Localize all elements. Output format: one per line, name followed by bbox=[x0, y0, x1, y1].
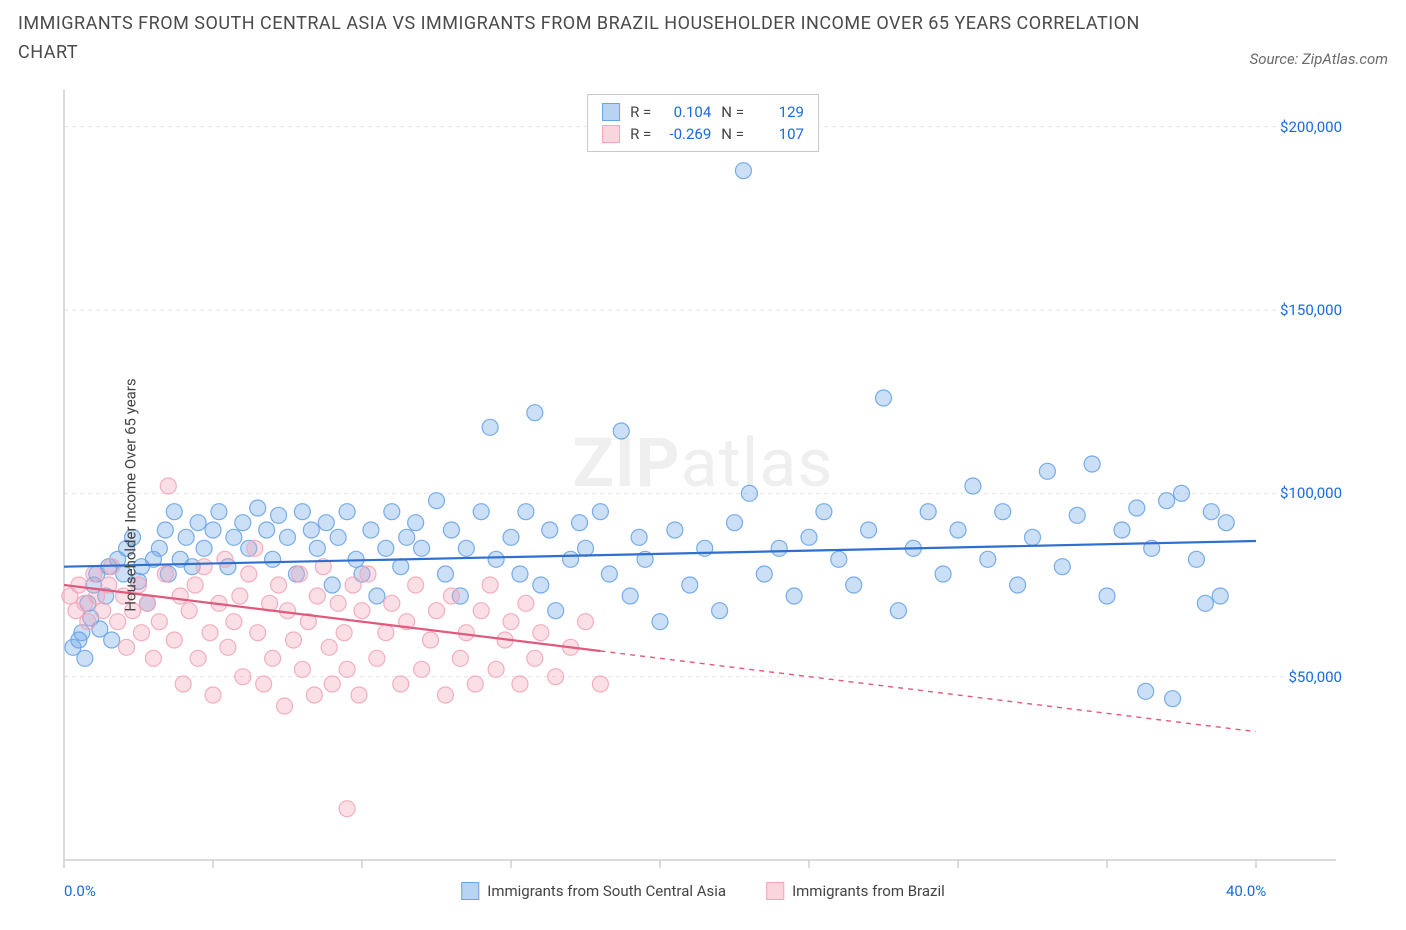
y-tick-label: $150,000 bbox=[1280, 301, 1342, 319]
legend-stats-row: R =0.104 N =129 bbox=[602, 101, 804, 123]
chart-container: Householder Income Over 65 years R =0.10… bbox=[18, 90, 1388, 900]
legend-swatch bbox=[461, 882, 479, 900]
y-tick-label: $200,000 bbox=[1280, 118, 1342, 136]
x-tick-label: 40.0% bbox=[1226, 882, 1266, 900]
legend-swatch bbox=[602, 125, 620, 143]
legend-series-item: Immigrants from Brazil bbox=[766, 882, 945, 900]
scatter-chart bbox=[18, 90, 1388, 900]
legend-stats-box: R =0.104 N =129 R =-0.269 N =107 bbox=[587, 94, 819, 152]
legend-stats-row: R =-0.269 N =107 bbox=[602, 123, 804, 145]
legend-swatch bbox=[602, 103, 620, 121]
x-tick-label: 0.0% bbox=[64, 882, 96, 900]
y-tick-label: $50,000 bbox=[1288, 668, 1342, 686]
y-axis-label: Householder Income Over 65 years bbox=[122, 378, 140, 611]
legend-series: Immigrants from South Central Asia Immig… bbox=[461, 882, 945, 900]
chart-title: IMMIGRANTS FROM SOUTH CENTRAL ASIA VS IM… bbox=[18, 10, 1168, 68]
legend-series-label: Immigrants from Brazil bbox=[792, 882, 945, 900]
source-attribution: Source: ZipAtlas.com bbox=[1250, 50, 1388, 68]
legend-series-label: Immigrants from South Central Asia bbox=[487, 882, 726, 900]
legend-swatch bbox=[766, 882, 784, 900]
legend-series-item: Immigrants from South Central Asia bbox=[461, 882, 726, 900]
y-tick-label: $100,000 bbox=[1280, 484, 1342, 502]
